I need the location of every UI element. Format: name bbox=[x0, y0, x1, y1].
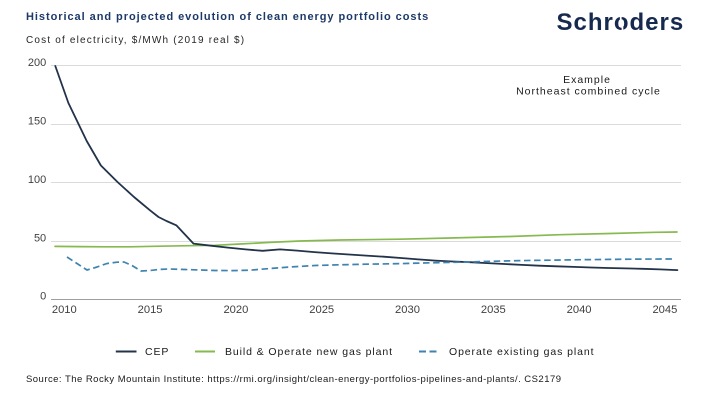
svg-text:2020: 2020 bbox=[223, 304, 248, 316]
svg-text:50: 50 bbox=[34, 233, 46, 245]
svg-text:2035: 2035 bbox=[481, 304, 506, 316]
svg-text:2015: 2015 bbox=[138, 304, 163, 316]
svg-text:Build & Operate new gas plant: Build & Operate new gas plant bbox=[225, 346, 393, 358]
svg-text:CEP: CEP bbox=[145, 346, 169, 358]
svg-text:2040: 2040 bbox=[567, 304, 592, 316]
svg-text:150: 150 bbox=[28, 116, 46, 128]
svg-text:200: 200 bbox=[28, 57, 46, 69]
svg-text:2025: 2025 bbox=[309, 304, 334, 316]
svg-text:2045: 2045 bbox=[652, 304, 677, 316]
svg-text:2010: 2010 bbox=[52, 304, 77, 316]
svg-text:Operate existing gas plant: Operate existing gas plant bbox=[449, 346, 594, 358]
svg-text:100: 100 bbox=[28, 174, 46, 186]
svg-text:Northeast combined cycle: Northeast combined cycle bbox=[516, 86, 661, 98]
svg-text:2030: 2030 bbox=[395, 304, 420, 316]
svg-text:0: 0 bbox=[40, 290, 46, 302]
svg-text:Example: Example bbox=[563, 74, 611, 86]
